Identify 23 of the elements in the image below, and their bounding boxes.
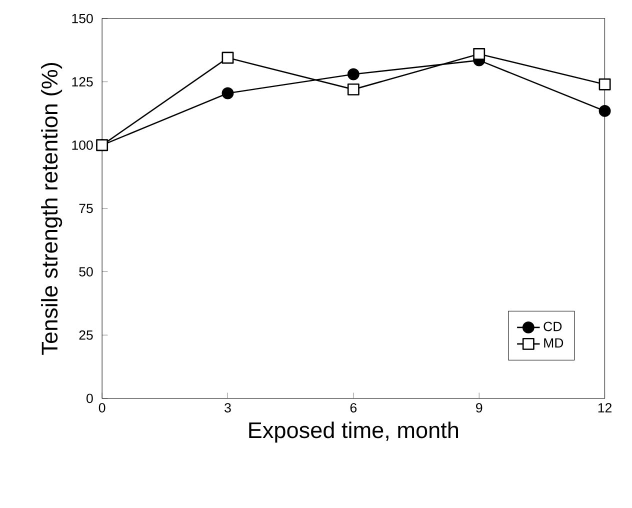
x-tick-label: 0 — [98, 403, 106, 412]
legend-label: CD — [544, 322, 562, 332]
point — [222, 52, 234, 64]
y-axis-title: Tensile strength retention (%) — [41, 63, 62, 355]
y-tick-label: 150 — [72, 14, 93, 24]
point — [347, 83, 360, 96]
y-tick-label: 125 — [72, 77, 93, 87]
point — [347, 68, 360, 80]
x-tick-label: 9 — [476, 403, 482, 412]
point — [473, 48, 486, 60]
x-axis-title: Exposed time, month — [249, 422, 458, 443]
y-tick-label: 25 — [79, 330, 93, 340]
y-tick-label: 75 — [79, 204, 93, 214]
y-tick-label: 100 — [72, 140, 93, 150]
x-tick-label: 3 — [224, 403, 231, 412]
y-tick-label: 50 — [79, 267, 93, 276]
y-tick-label: 0 — [86, 394, 93, 404]
point — [598, 78, 611, 90]
x-tick-label: 6 — [350, 403, 357, 412]
x-tick-label: 12 — [598, 403, 612, 412]
point — [598, 104, 611, 117]
point — [222, 87, 234, 100]
legend-label: MD — [544, 338, 564, 348]
